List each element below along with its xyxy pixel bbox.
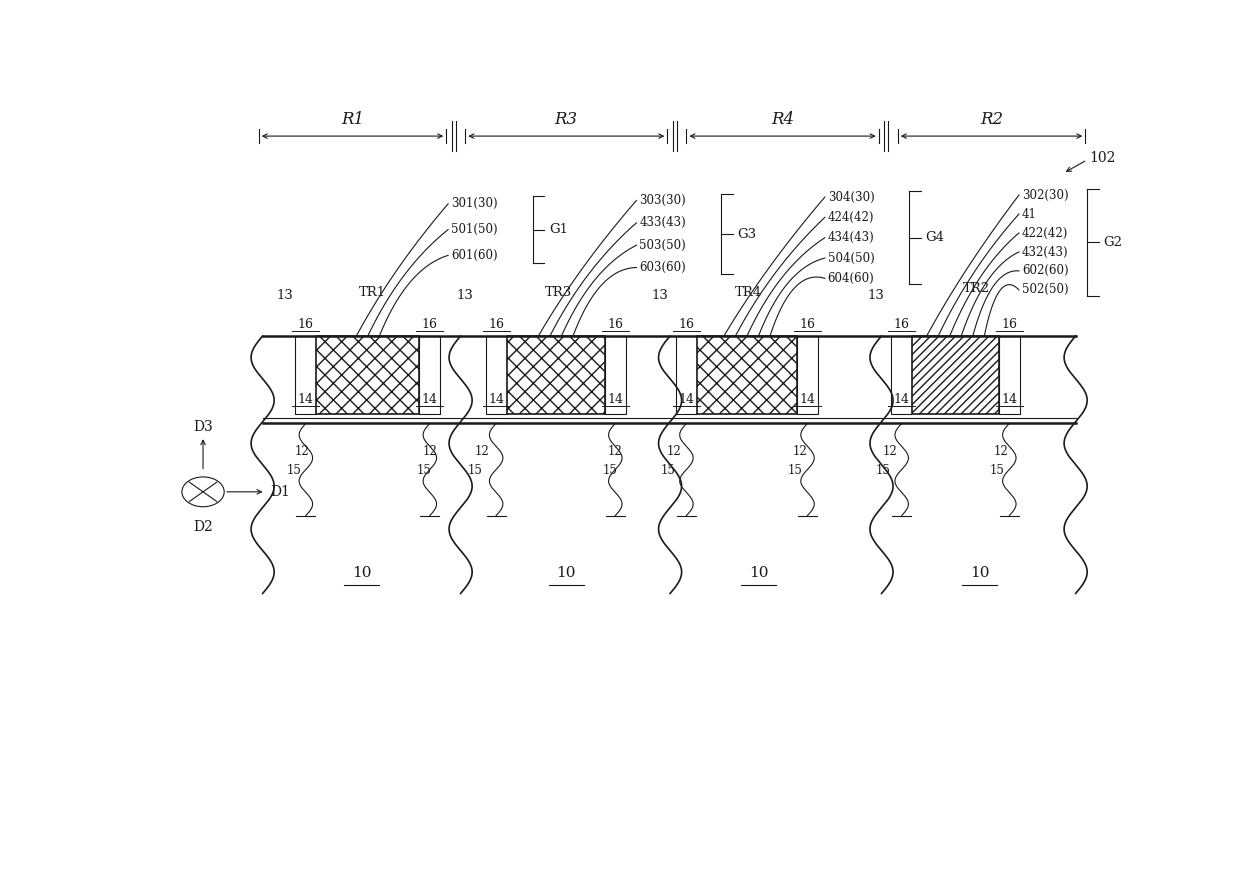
Text: TR3: TR3 (546, 286, 572, 298)
Text: 13: 13 (456, 290, 472, 302)
Text: 14: 14 (298, 392, 314, 406)
Bar (892, 336, 913, 414)
Text: 12: 12 (423, 444, 438, 458)
Bar (998, 336, 1021, 414)
Text: 501(50): 501(50) (451, 224, 497, 236)
Text: 304(30): 304(30) (828, 191, 874, 203)
Text: R1: R1 (341, 111, 365, 128)
Text: 10: 10 (970, 566, 990, 580)
Text: R3: R3 (554, 111, 578, 128)
Text: 433(43): 433(43) (640, 216, 686, 230)
Text: 12: 12 (667, 444, 681, 458)
Text: 12: 12 (295, 444, 310, 458)
Bar (797, 336, 818, 414)
Text: 14: 14 (894, 392, 910, 406)
Text: D2: D2 (193, 520, 213, 534)
Text: 16: 16 (489, 318, 505, 331)
Text: 15: 15 (661, 464, 676, 477)
Text: 41: 41 (1022, 208, 1037, 221)
Bar (507, 336, 605, 414)
Text: 15: 15 (875, 464, 890, 477)
Text: 10: 10 (749, 566, 769, 580)
Text: 102: 102 (1089, 151, 1116, 165)
Text: D1: D1 (270, 485, 290, 499)
Bar (419, 336, 440, 414)
Text: 504(50): 504(50) (828, 252, 874, 265)
Text: 15: 15 (787, 464, 802, 477)
Text: 601(60): 601(60) (451, 249, 497, 262)
Text: 303(30): 303(30) (640, 194, 686, 207)
Text: 14: 14 (608, 392, 624, 406)
Text: 16: 16 (608, 318, 624, 331)
Text: 15: 15 (467, 464, 482, 477)
Text: G1: G1 (549, 224, 568, 236)
Text: 12: 12 (608, 444, 622, 458)
Text: 13: 13 (651, 290, 668, 302)
Bar (486, 336, 507, 414)
Text: 432(43): 432(43) (1022, 246, 1069, 259)
Text: 16: 16 (1002, 318, 1017, 331)
Text: 302(30): 302(30) (1022, 188, 1069, 202)
Text: 15: 15 (286, 464, 301, 477)
Text: D3: D3 (193, 421, 213, 434)
Text: 10: 10 (557, 566, 577, 580)
Bar (697, 336, 797, 414)
Text: 503(50): 503(50) (640, 238, 686, 252)
Text: 424(42): 424(42) (828, 211, 874, 224)
Text: 16: 16 (678, 318, 694, 331)
Text: 16: 16 (298, 318, 314, 331)
Text: 12: 12 (883, 444, 898, 458)
Text: TR2: TR2 (963, 282, 991, 296)
Text: 15: 15 (417, 464, 432, 477)
Text: TR4: TR4 (735, 286, 763, 298)
Bar (913, 336, 998, 414)
Text: 434(43): 434(43) (828, 231, 874, 245)
Text: 602(60): 602(60) (1022, 264, 1069, 277)
Text: 16: 16 (894, 318, 910, 331)
Text: 502(50): 502(50) (1022, 283, 1069, 297)
Text: 15: 15 (603, 464, 618, 477)
Text: 13: 13 (277, 290, 293, 302)
Text: 603(60): 603(60) (640, 261, 686, 274)
Text: 14: 14 (1002, 392, 1017, 406)
Text: G3: G3 (738, 228, 756, 240)
Text: 14: 14 (800, 392, 816, 406)
Bar (316, 336, 419, 414)
Text: 16: 16 (800, 318, 816, 331)
Text: 14: 14 (678, 392, 694, 406)
Text: 301(30): 301(30) (451, 197, 497, 210)
Text: TR1: TR1 (358, 286, 386, 298)
Text: 12: 12 (993, 444, 1008, 458)
Text: R2: R2 (980, 111, 1003, 128)
Text: 604(60): 604(60) (828, 272, 874, 285)
Text: 12: 12 (792, 444, 807, 458)
Bar (676, 336, 697, 414)
Text: 13: 13 (867, 290, 884, 302)
Text: R4: R4 (771, 111, 794, 128)
Text: 16: 16 (422, 318, 438, 331)
Text: 12: 12 (475, 444, 489, 458)
Bar (605, 336, 626, 414)
Text: 14: 14 (422, 392, 438, 406)
Text: G4: G4 (926, 231, 945, 245)
Text: G2: G2 (1104, 236, 1122, 249)
Text: 422(42): 422(42) (1022, 226, 1068, 239)
Text: 14: 14 (489, 392, 505, 406)
Bar (295, 336, 316, 414)
Text: 10: 10 (352, 566, 371, 580)
Text: 15: 15 (990, 464, 1004, 477)
